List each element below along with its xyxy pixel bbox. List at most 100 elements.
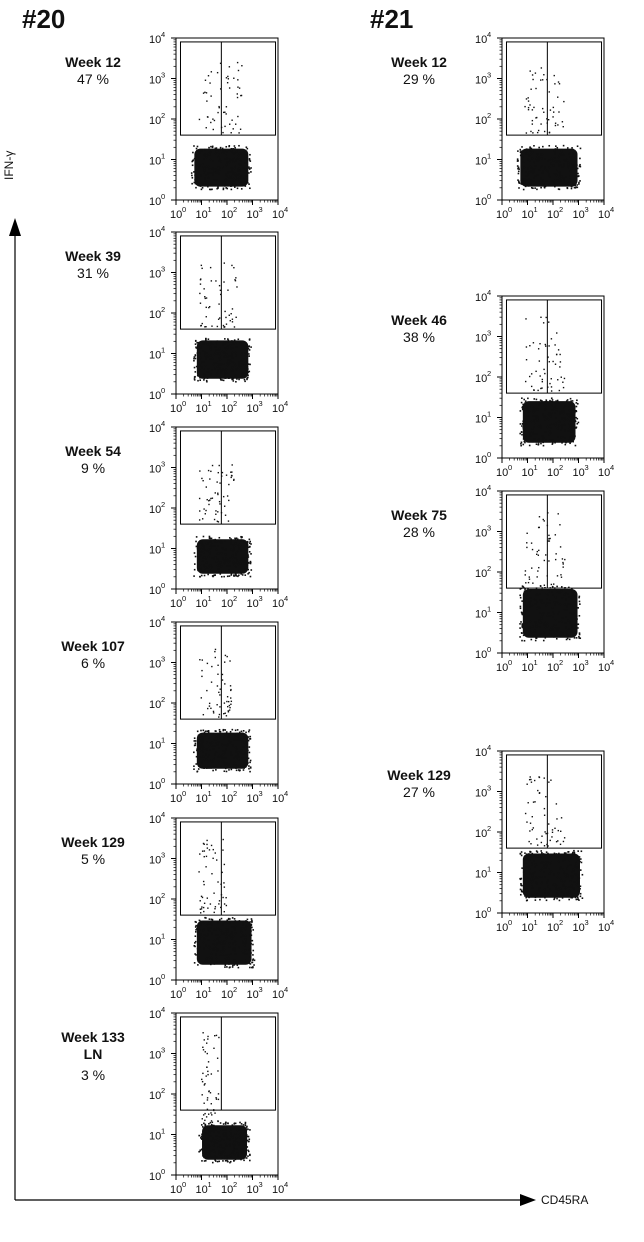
event-dot	[198, 938, 201, 940]
event-dot	[212, 710, 215, 713]
event-dot	[528, 853, 530, 855]
event-dot	[233, 545, 236, 548]
event-dot	[531, 119, 534, 122]
x-tick-label: 10	[598, 467, 610, 479]
event-dot	[216, 558, 219, 560]
event-dot	[197, 964, 199, 966]
event-dot	[210, 952, 213, 955]
event-dot	[194, 942, 196, 944]
event-dot	[562, 860, 564, 862]
event-dot	[527, 856, 530, 859]
event-dot	[198, 929, 201, 932]
event-dot	[232, 180, 235, 182]
y-tick-exponent: 3	[161, 460, 165, 469]
event-dot	[575, 898, 578, 901]
event-dot	[534, 165, 537, 167]
event-dot	[248, 183, 250, 185]
event-dot	[558, 621, 560, 623]
event-dot	[212, 1144, 215, 1147]
event-dot	[535, 157, 538, 160]
event-dot	[226, 928, 229, 930]
event-dot	[201, 659, 204, 661]
event-dot	[251, 919, 253, 922]
event-dot	[568, 422, 571, 425]
event-dot	[579, 885, 582, 888]
event-dot	[232, 948, 234, 951]
event-dot	[207, 75, 210, 77]
event-dot	[522, 403, 524, 406]
event-dot	[234, 925, 237, 928]
event-dot	[521, 425, 523, 427]
y-tick-label: 10	[149, 1050, 161, 1062]
event-dot	[548, 321, 550, 323]
event-dot	[551, 180, 553, 182]
event-dot	[248, 962, 251, 965]
event-dot	[521, 632, 523, 635]
event-dot	[250, 952, 252, 954]
event-dot	[561, 410, 563, 412]
event-dot	[203, 556, 206, 559]
event-dot	[230, 150, 233, 153]
event-dot	[202, 906, 205, 909]
event-dot	[200, 895, 203, 898]
event-dot	[212, 769, 214, 772]
event-dot	[208, 1152, 210, 1155]
event-dot	[220, 906, 222, 909]
event-dot	[568, 638, 571, 641]
event-dot	[212, 848, 214, 851]
event-dot	[573, 409, 576, 412]
event-dot	[543, 807, 546, 810]
event-dot	[222, 557, 224, 560]
event-dot	[229, 1161, 231, 1164]
event-dot	[211, 1141, 214, 1143]
event-dot	[520, 877, 523, 880]
event-dot	[249, 948, 251, 950]
event-dot	[578, 600, 581, 603]
event-dot	[252, 966, 254, 968]
event-dot	[219, 1144, 222, 1146]
event-dot	[533, 144, 535, 147]
event-dot	[206, 847, 209, 849]
event-dot	[531, 885, 533, 888]
event-dot	[225, 77, 228, 79]
event-dot	[229, 741, 231, 744]
event-dot	[225, 1132, 227, 1135]
event-dot	[553, 149, 556, 152]
event-dot	[538, 635, 541, 638]
event-dot	[548, 560, 550, 562]
event-dot	[230, 697, 232, 699]
event-dot	[209, 553, 211, 555]
event-dot	[229, 361, 232, 364]
y-tick-label: 10	[149, 350, 161, 362]
event-dot	[203, 767, 205, 769]
event-dot	[538, 516, 541, 518]
event-dot	[216, 481, 218, 483]
event-dot	[211, 741, 214, 744]
event-dot	[203, 843, 205, 845]
event-dot	[210, 956, 213, 959]
event-dot	[526, 532, 528, 534]
event-dot	[215, 730, 217, 732]
event-dot	[561, 426, 563, 429]
event-dot	[244, 928, 247, 931]
event-dot	[248, 159, 251, 161]
event-dot	[229, 570, 231, 572]
event-dot	[233, 326, 236, 328]
event-dot	[200, 745, 203, 748]
event-dot	[524, 183, 526, 186]
event-dot	[203, 766, 206, 768]
event-dot	[215, 1126, 218, 1129]
event-dot	[201, 1080, 204, 1083]
event-dot	[231, 744, 234, 746]
event-dot	[216, 704, 218, 706]
event-dot	[211, 545, 213, 548]
event-dot	[208, 153, 211, 156]
event-dot	[542, 612, 545, 614]
event-dot	[530, 432, 533, 434]
event-dot	[224, 712, 226, 714]
event-dot	[570, 857, 572, 860]
event-dot	[519, 423, 522, 425]
event-dot	[525, 892, 528, 895]
panel-label: Week 39 31 %	[54, 248, 132, 282]
event-dot	[531, 109, 534, 111]
